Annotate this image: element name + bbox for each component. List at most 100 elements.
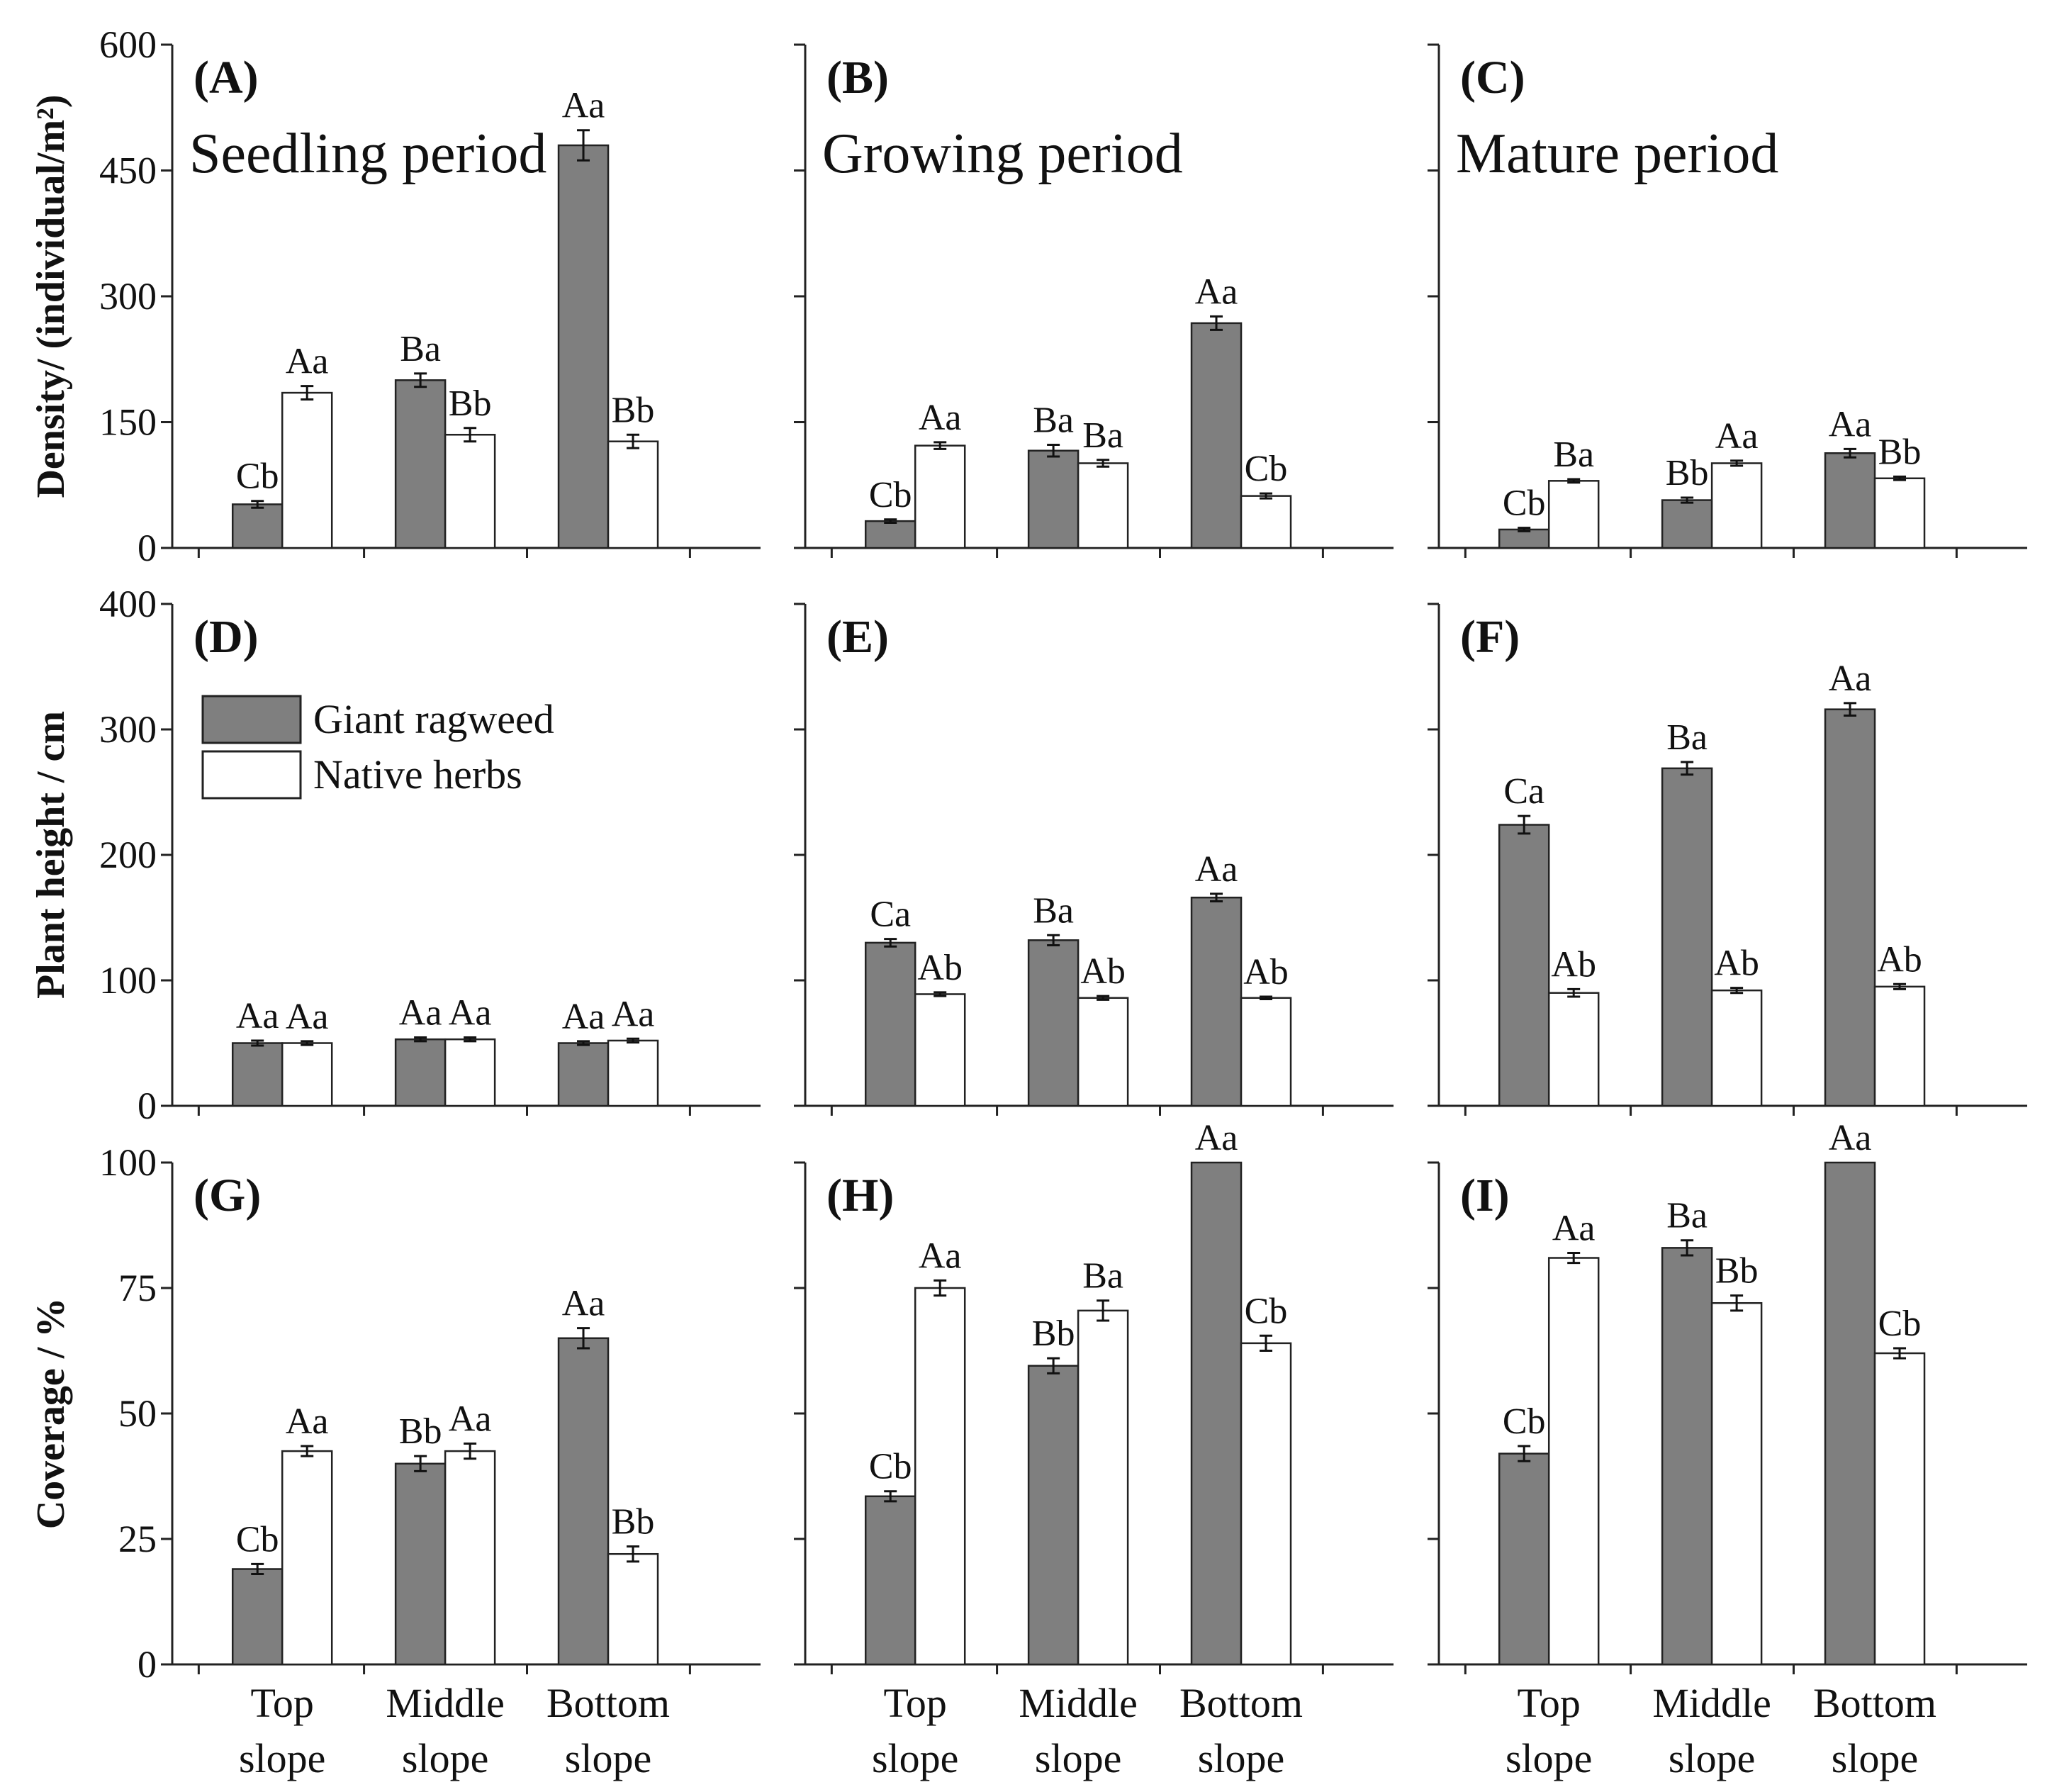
panel-label: (A) bbox=[194, 52, 259, 103]
significance-label: Aa bbox=[1195, 1118, 1238, 1158]
significance-label: Aa bbox=[919, 398, 962, 438]
significance-label: Cb bbox=[1245, 449, 1288, 489]
significance-label: Ab bbox=[1243, 952, 1289, 992]
x-category-label: Middle bbox=[1019, 1680, 1138, 1726]
bar-native-herbs bbox=[914, 993, 966, 1107]
significance-label: Aa bbox=[399, 993, 442, 1034]
x-category-label: Bottom bbox=[546, 1680, 670, 1726]
significance-label: Ba bbox=[400, 329, 441, 369]
y-tick-label: 50 bbox=[118, 1392, 157, 1435]
panel-label: (E) bbox=[826, 611, 889, 663]
y-tick-label: 600 bbox=[99, 23, 157, 66]
x-category-label: slope bbox=[1669, 1735, 1755, 1781]
significance-label: Aa bbox=[562, 1284, 605, 1324]
bar-native-herbs bbox=[1077, 462, 1129, 549]
panel-label: (G) bbox=[194, 1170, 261, 1221]
bar-native-herbs bbox=[1547, 480, 1600, 549]
bar-giant-ragweed bbox=[1027, 1365, 1080, 1666]
bar-giant-ragweed bbox=[1824, 1161, 1876, 1666]
significance-label: Cb bbox=[1878, 1304, 1922, 1344]
period-title: Mature period bbox=[1456, 123, 1778, 185]
y-axis-title-height: Plant height / cm bbox=[29, 711, 73, 999]
x-category-label: Top bbox=[1518, 1680, 1581, 1726]
bar-native-herbs bbox=[281, 391, 333, 549]
bar-giant-ragweed bbox=[557, 1042, 610, 1107]
bar-native-herbs bbox=[281, 1042, 333, 1107]
bar-giant-ragweed bbox=[1190, 322, 1243, 549]
significance-label: Bb bbox=[1715, 1251, 1759, 1292]
y-tick-label: 400 bbox=[99, 583, 157, 625]
bar-giant-ragweed bbox=[1190, 896, 1243, 1107]
bar-giant-ragweed bbox=[231, 1042, 284, 1107]
significance-label: Ba bbox=[1666, 717, 1708, 758]
significance-label: Bb bbox=[1032, 1314, 1075, 1354]
y-axis-title-density: Density/ (individual/m²) bbox=[29, 94, 73, 498]
bar-giant-ragweed bbox=[1661, 1247, 1713, 1666]
bar-native-herbs bbox=[444, 434, 496, 549]
period-title: Growing period bbox=[822, 123, 1183, 185]
panel-label: (H) bbox=[826, 1170, 894, 1221]
bar-native-herbs bbox=[444, 1038, 496, 1107]
x-category-label: Bottom bbox=[1813, 1680, 1936, 1726]
x-category-label: slope bbox=[402, 1735, 488, 1781]
bar-giant-ragweed bbox=[1824, 708, 1876, 1107]
significance-label: Aa bbox=[449, 993, 492, 1034]
bar-giant-ragweed bbox=[864, 941, 916, 1107]
y-tick-label: 300 bbox=[99, 275, 157, 318]
x-category-label: slope bbox=[1506, 1735, 1592, 1781]
bar-native-herbs bbox=[1077, 1309, 1129, 1666]
significance-label: Cb bbox=[236, 457, 279, 497]
bar-giant-ragweed bbox=[557, 144, 610, 549]
bar-giant-ragweed bbox=[1027, 449, 1080, 549]
panel-label: (B) bbox=[826, 52, 889, 103]
legend: Giant ragweed Native herbs bbox=[201, 695, 554, 800]
significance-label: Aa bbox=[1195, 271, 1238, 312]
bar-giant-ragweed bbox=[864, 520, 916, 549]
x-category-label: slope bbox=[565, 1735, 651, 1781]
bar-giant-ragweed bbox=[394, 1462, 447, 1666]
y-tick-label: 0 bbox=[138, 1643, 157, 1686]
y-tick-label: 75 bbox=[118, 1267, 157, 1309]
x-category-label: slope bbox=[239, 1735, 325, 1781]
bar-giant-ragweed bbox=[1661, 499, 1713, 549]
bar-native-herbs bbox=[1547, 1257, 1600, 1666]
bar-native-herbs bbox=[607, 440, 659, 549]
significance-label: Aa bbox=[612, 994, 655, 1034]
significance-label: Aa bbox=[236, 996, 279, 1036]
legend-label-native: Native herbs bbox=[313, 751, 522, 797]
significance-label: Ba bbox=[1666, 1196, 1708, 1236]
significance-label: Aa bbox=[286, 342, 329, 382]
significance-label: Ab bbox=[1551, 944, 1596, 985]
bar-native-herbs bbox=[1710, 989, 1763, 1107]
significance-label: Cb bbox=[1503, 483, 1546, 524]
significance-label: Aa bbox=[562, 86, 605, 126]
significance-label: Ba bbox=[1553, 435, 1594, 475]
significance-label: Cb bbox=[1245, 1291, 1288, 1331]
bar-native-herbs bbox=[1077, 997, 1129, 1107]
significance-label: Aa bbox=[286, 997, 329, 1037]
significance-label: Bb bbox=[399, 1411, 442, 1452]
significance-label: Aa bbox=[919, 1236, 962, 1276]
bar-giant-ragweed bbox=[231, 503, 284, 549]
bar-giant-ragweed bbox=[864, 1495, 916, 1666]
y-tick-label: 25 bbox=[118, 1518, 157, 1560]
significance-label: Aa bbox=[449, 1399, 492, 1439]
panel-label: (F) bbox=[1460, 611, 1520, 663]
bar-native-herbs bbox=[1873, 477, 1926, 549]
y-tick-label: 300 bbox=[99, 708, 157, 751]
bar-native-herbs bbox=[281, 1450, 333, 1666]
significance-label: Ab bbox=[1080, 951, 1126, 992]
bar-giant-ragweed bbox=[1824, 452, 1876, 549]
bar-native-herbs bbox=[1873, 1352, 1926, 1666]
significance-label: Aa bbox=[1552, 1208, 1596, 1248]
bar-giant-ragweed bbox=[1027, 939, 1080, 1107]
significance-label: Ba bbox=[1033, 400, 1074, 440]
significance-label: Bb bbox=[612, 390, 655, 430]
